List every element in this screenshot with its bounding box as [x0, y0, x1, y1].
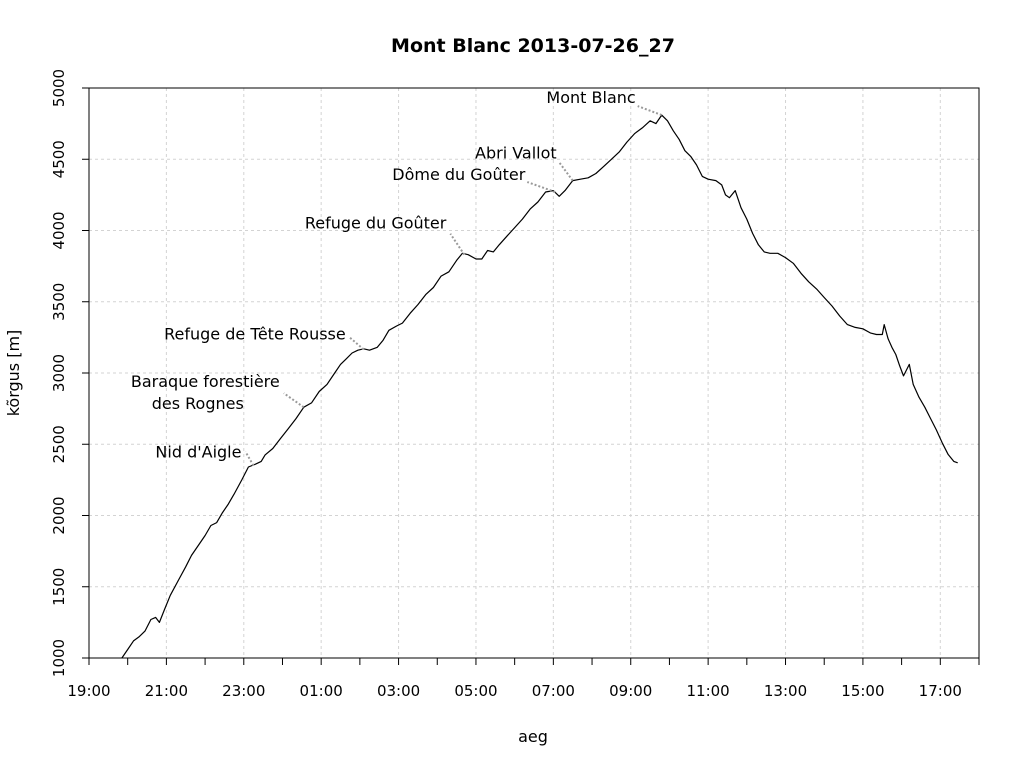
annotation-label: des Rognes — [152, 394, 244, 413]
annotation-label: Refuge de Tête Rousse — [164, 324, 346, 343]
y-tick-label: 1000 — [50, 639, 68, 677]
x-tick-label: 15:00 — [841, 682, 884, 700]
annotation-leader — [283, 392, 305, 409]
y-tick-label: 3000 — [50, 354, 68, 392]
x-tick-label: 13:00 — [764, 682, 807, 700]
x-tick-label: 17:00 — [919, 682, 962, 700]
y-tick-label: 4000 — [50, 211, 68, 249]
x-tick-label: 07:00 — [532, 682, 575, 700]
x-tick-label: 03:00 — [377, 682, 420, 700]
y-tick-label: 2000 — [50, 496, 68, 534]
annotation-label: Nid d'Aigle — [155, 443, 241, 462]
annotation-leader — [449, 233, 466, 256]
chart-title: Mont Blanc 2013-07-26_27 — [391, 35, 675, 57]
annotation-leader — [349, 336, 365, 351]
y-axis: 1000 1500 2000 2500 3000 3500 4000 4500 5000 — [50, 69, 89, 677]
y-tick-label: 3500 — [50, 283, 68, 321]
x-tick-label: 05:00 — [454, 682, 497, 700]
grid — [88, 87, 979, 659]
annotation-leader — [244, 451, 255, 467]
y-axis-label: kõrgus [m] — [4, 330, 23, 417]
x-tick-label: 09:00 — [609, 682, 652, 700]
annotation-leader — [557, 161, 574, 182]
annotation-label: Abri Vallot — [475, 144, 557, 163]
x-tick-label: 21:00 — [145, 682, 188, 700]
x-axis: 19:00 21:00 23:00 01:00 03:00 05:00 07:00 09:00… — [67, 657, 980, 700]
x-tick-label: 19:00 — [67, 682, 110, 700]
x-axis-label: aeg — [518, 727, 548, 746]
annotation-label: Dôme du Goûter — [392, 165, 525, 184]
annotation-leader — [526, 181, 556, 193]
y-tick-label: 5000 — [50, 69, 68, 107]
x-tick-label: 23:00 — [222, 682, 265, 700]
annotations: Nid d'Aigle Baraque forestière des Rognes R… — [131, 88, 663, 467]
annotation-label: Mont Blanc — [546, 88, 635, 107]
x-tick-label: 11:00 — [687, 682, 730, 700]
annotation-label: Refuge du Goûter — [305, 214, 447, 233]
x-tick-label: 01:00 — [300, 682, 343, 700]
annotation-label: Baraque forestière — [131, 372, 280, 391]
annotation-leader — [637, 105, 663, 117]
y-tick-label: 1500 — [50, 568, 68, 606]
y-tick-label: 4500 — [50, 140, 68, 178]
y-tick-label: 2500 — [50, 425, 68, 463]
